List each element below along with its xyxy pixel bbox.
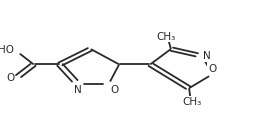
- Text: O: O: [208, 64, 217, 74]
- Text: CH₃: CH₃: [156, 32, 175, 41]
- Text: HO: HO: [0, 45, 14, 55]
- Text: CH₃: CH₃: [182, 97, 201, 107]
- Text: O: O: [110, 85, 118, 95]
- Text: N: N: [203, 51, 211, 61]
- Text: O: O: [6, 73, 14, 83]
- Text: N: N: [74, 85, 82, 95]
